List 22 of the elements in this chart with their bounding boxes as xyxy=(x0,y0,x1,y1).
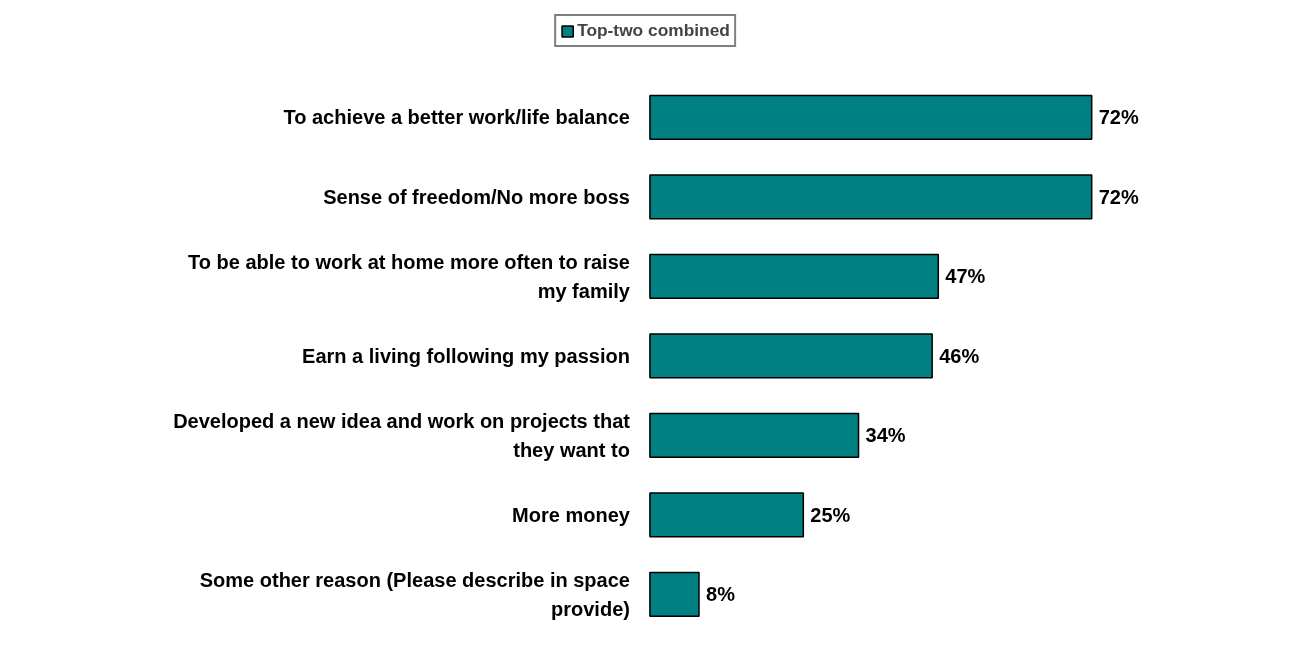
data-label: 47% xyxy=(945,265,986,288)
y-tick-label: Developed a new idea and work on projects that they want to xyxy=(173,409,631,461)
data-label: 8% xyxy=(706,583,736,606)
bar xyxy=(649,333,933,379)
bar xyxy=(649,412,860,458)
y-tick-label: To achieve a better work/life balance xyxy=(283,106,630,129)
bar xyxy=(649,94,1093,140)
bar xyxy=(649,253,940,299)
data-label: 46% xyxy=(939,344,980,367)
y-tick-label: Some other reason (Please describe in space provide) xyxy=(199,568,630,620)
bar xyxy=(649,174,1093,220)
y-tick-label: To be able to work at home more often to raise my family xyxy=(187,251,631,302)
bar xyxy=(649,571,700,617)
data-label: 72% xyxy=(1098,185,1139,208)
data-label: 72% xyxy=(1098,106,1139,129)
bar xyxy=(649,492,805,538)
y-tick-label: Earn a living following my passion xyxy=(302,344,630,367)
y-tick-label: Sense of freedom/No more boss xyxy=(323,185,630,208)
y-tick-label: More money xyxy=(512,503,631,526)
data-label: 34% xyxy=(865,424,906,447)
legend-label: Top-two combined xyxy=(577,20,730,41)
data-label: 25% xyxy=(810,503,851,526)
